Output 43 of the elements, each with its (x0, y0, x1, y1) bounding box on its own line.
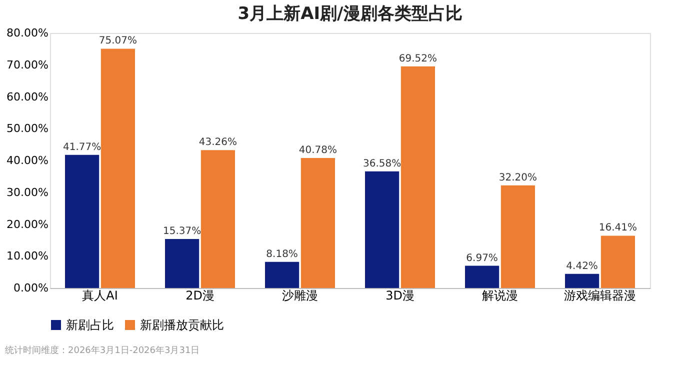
data-label: 6.97% (466, 252, 498, 264)
y-tick-label: 70.00% (6, 58, 48, 72)
y-tick-label: 50.00% (6, 122, 48, 136)
data-label: 15.37% (162, 226, 202, 238)
data-label: 41.77% (62, 142, 102, 153)
bar (300, 158, 335, 288)
data-label: 40.78% (298, 145, 338, 156)
chart-title: 3月上新AI剧/漫剧各类型占比 (238, 4, 462, 24)
x-tick-label: 沙雕漫 (282, 288, 318, 302)
data-label: 69.52% (398, 53, 438, 64)
x-tick-label: 解说漫 (482, 288, 518, 302)
data-label: 43.26% (198, 137, 238, 148)
bar (465, 266, 500, 288)
x-tick-label: 3D漫 (386, 288, 414, 302)
x-tick-label: 游戏编辑器漫 (564, 288, 636, 302)
legend-label: 新剧占比 (66, 318, 114, 332)
bar (600, 236, 635, 288)
data-label: 36.58% (362, 158, 402, 170)
data-label: 75.07% (98, 36, 138, 47)
y-tick-label: 10.00% (6, 250, 48, 263)
data-label: 4.42% (566, 260, 598, 272)
y-tick-label: 60.00% (6, 90, 48, 104)
bar (565, 274, 600, 288)
data-label: 8.18% (266, 248, 298, 260)
data-label: 16.41% (598, 222, 638, 234)
x-tick-label: 真人AI (82, 288, 118, 302)
y-tick-label: 20.00% (6, 218, 48, 231)
bar (365, 171, 400, 288)
bar (265, 262, 300, 288)
bar (200, 150, 235, 288)
bar (100, 48, 135, 288)
y-tick-label: 30.00% (6, 186, 48, 199)
bar (165, 239, 200, 288)
bar (65, 154, 100, 288)
legend-label: 新剧播放贡献比 (140, 318, 224, 332)
y-tick-label: 40.00% (6, 154, 48, 167)
bar (500, 185, 535, 288)
y-tick-label: 80.00% (6, 26, 48, 40)
y-tick-label: 0.00% (14, 282, 48, 294)
data-label: 32.20% (498, 172, 538, 184)
bar (400, 66, 435, 288)
x-tick-label: 2D漫 (186, 288, 214, 302)
text: 统计时间维度：2026年3月1日-2026年3月31日 (5, 345, 200, 356)
